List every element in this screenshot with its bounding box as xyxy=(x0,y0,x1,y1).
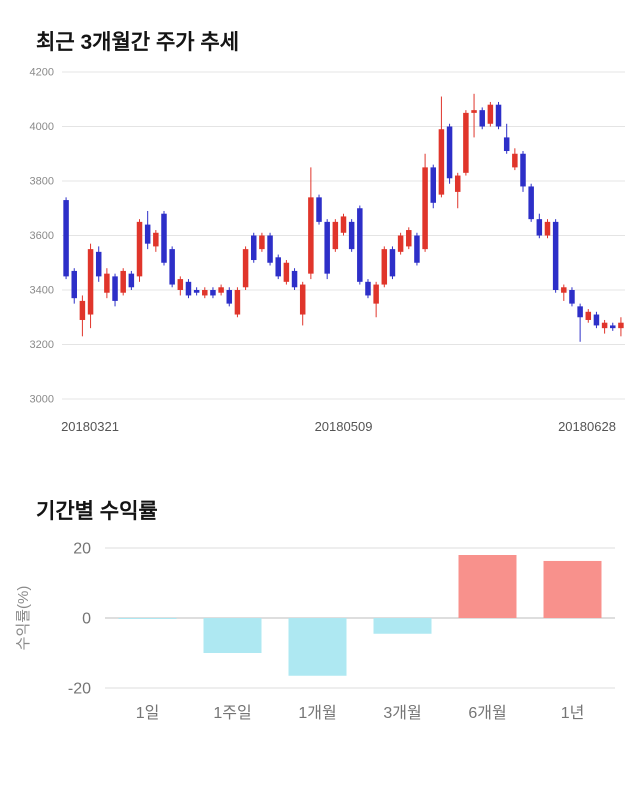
svg-text:4000: 4000 xyxy=(30,121,54,133)
svg-text:1일: 1일 xyxy=(136,704,160,722)
svg-text:0: 0 xyxy=(82,611,91,628)
svg-text:3200: 3200 xyxy=(30,339,54,351)
returns-bar-chart: 20 0 -20 1일 1주일 1개월 3개월 6개월 1년 수익률(%) xyxy=(0,525,640,750)
svg-text:1년: 1년 xyxy=(561,704,585,722)
svg-text:3개월: 3개월 xyxy=(383,704,421,722)
svg-text:4200: 4200 xyxy=(30,67,54,79)
svg-text:20: 20 xyxy=(73,541,91,558)
price-candlestick-chart: 3000 3200 3400 3600 3800 4000 4200 20180321 2018… xyxy=(0,56,640,441)
price-trend-title: 최근 3개월간 주가 추세 xyxy=(36,31,240,54)
svg-text:20180321: 20180321 xyxy=(61,419,119,434)
svg-text:1개월: 1개월 xyxy=(298,704,336,722)
svg-text:수익률(%): 수익률(%) xyxy=(15,586,32,651)
svg-text:3400: 3400 xyxy=(30,285,54,297)
svg-text:6개월: 6개월 xyxy=(468,704,506,722)
svg-text:1주일: 1주일 xyxy=(213,704,251,722)
candlestick-chart-svg: 3000 3200 3400 3600 3800 4000 4200 20180321 2018… xyxy=(30,67,625,434)
svg-text:20180628: 20180628 xyxy=(558,419,616,434)
returns-title: 기간별 수익률 xyxy=(36,500,158,523)
svg-text:3000: 3000 xyxy=(30,394,54,406)
svg-text:-20: -20 xyxy=(68,681,91,698)
svg-text:3600: 3600 xyxy=(30,230,54,242)
svg-text:20180509: 20180509 xyxy=(315,419,373,434)
returns-chart-svg: 20 0 -20 1일 1주일 1개월 3개월 6개월 1년 수익률(%) xyxy=(15,541,615,722)
svg-text:3800: 3800 xyxy=(30,176,54,188)
